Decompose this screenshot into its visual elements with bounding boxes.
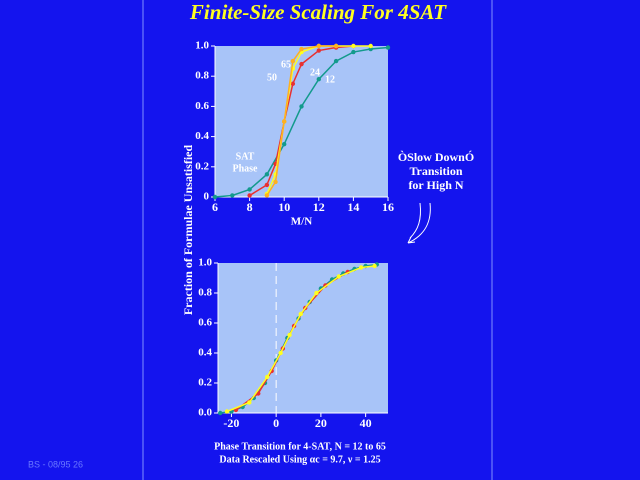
series-label: 50: [267, 72, 277, 83]
data-point: [287, 332, 292, 338]
data-point: [247, 193, 252, 198]
note: ÒSlow DownÓ: [398, 150, 474, 164]
data-point: [299, 61, 304, 67]
data-point: [247, 400, 252, 405]
y-tick-label: 0.8: [195, 70, 209, 82]
data-point: [247, 187, 252, 192]
series-label: 24: [310, 67, 320, 78]
y-tick-label: 0.4: [195, 130, 209, 142]
data-point: [314, 290, 319, 296]
arrow: [409, 202, 421, 239]
data-point: [351, 49, 356, 55]
data-point: [299, 104, 304, 109]
data-point: [316, 48, 321, 53]
y-tick-label: 0.2: [198, 377, 212, 389]
annotation: Phase: [233, 163, 259, 174]
x-tick-label: 16: [382, 200, 394, 214]
x-tick-label: 12: [313, 200, 325, 214]
x-tick-label: 14: [347, 200, 359, 214]
data-point: [230, 193, 235, 198]
data-point: [333, 58, 339, 64]
data-point: [368, 46, 373, 52]
data-point: [316, 43, 321, 49]
data-point: [368, 43, 373, 49]
data-point: [351, 43, 356, 49]
data-point: [299, 46, 304, 52]
y-tick-label: 0.6: [198, 317, 212, 329]
y-tick-label: 0: [204, 191, 210, 203]
data-point: [218, 410, 223, 416]
data-point: [372, 263, 377, 269]
x-axis-label: M/N: [291, 216, 312, 228]
data-point: [212, 194, 218, 200]
data-point: [290, 81, 296, 86]
caption: Data Rescaled Using αc = 9.7, ν = 1.25: [219, 454, 380, 465]
data-point: [282, 119, 287, 124]
x-tick-label: 20: [315, 416, 327, 430]
footer: BS - 08/95 26: [28, 459, 83, 469]
x-tick-label: 40: [360, 416, 372, 430]
data-point: [273, 179, 278, 185]
x-tick-label: 6: [212, 200, 218, 214]
data-point: [336, 274, 341, 279]
data-point: [265, 374, 270, 380]
y-tick-label: 1.0: [198, 257, 212, 269]
data-point: [224, 409, 230, 414]
data-point: [358, 265, 364, 270]
data-point: [282, 141, 287, 147]
data-point: [264, 182, 270, 188]
caption: Phase Transition for 4-SAT, N = 12 to 65: [214, 441, 386, 452]
annotation: SAT: [236, 151, 255, 162]
y-tick-label: 0.8: [198, 287, 212, 299]
y-tick-label: 0.4: [198, 347, 212, 359]
x-tick-label: 0: [273, 416, 279, 430]
series-label: 12: [325, 74, 335, 85]
data-point: [316, 77, 321, 82]
plot-area: [218, 263, 388, 413]
x-tick-label: 8: [247, 200, 253, 214]
note: Transition: [409, 164, 462, 178]
data-point: [333, 43, 339, 49]
x-tick-label: -20: [223, 416, 239, 430]
y-tick-label: 0.0: [198, 407, 212, 419]
data-point: [290, 58, 296, 64]
note: for High N: [408, 178, 463, 192]
title: Finite-Size Scaling For 4SAT: [189, 0, 447, 24]
y-tick-label: 1.0: [195, 40, 209, 52]
series-label: 65: [281, 59, 291, 70]
y-tick-label: 0.2: [195, 160, 209, 172]
data-point: [278, 350, 283, 356]
data-point: [298, 311, 303, 317]
series-line: [226, 265, 375, 413]
data-point: [264, 172, 270, 177]
x-tick-label: 10: [278, 200, 290, 214]
data-point: [264, 193, 270, 198]
plot-area: [215, 46, 388, 197]
y-axis-label: Fraction of Formulae Unsatisfied: [181, 145, 195, 316]
y-tick-label: 0.6: [195, 100, 209, 112]
data-point: [385, 45, 391, 50]
